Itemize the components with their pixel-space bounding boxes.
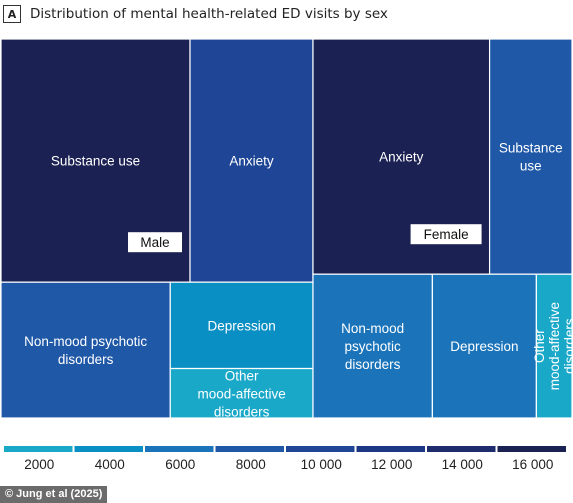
cell-female-substance-use: Substance use xyxy=(488,38,573,275)
cell-rect xyxy=(169,367,314,419)
cell-rect xyxy=(535,273,573,419)
colorbar-tick-label: 4000 xyxy=(95,457,125,472)
colorbar-tick-label: 12 000 xyxy=(371,457,412,472)
cell-female-non-mood-psychotic-disorders: Non-mood psychotic disorders xyxy=(312,273,433,419)
treemap-chart: Substance use Anxiety Non-mood psychotic di… xyxy=(0,38,573,472)
colorbar: 2000 4000 6000 8000 10 000 12 000 14 000 16 000 xyxy=(4,446,566,472)
cell-rect xyxy=(431,273,537,419)
colorbar-tick-label: 2000 xyxy=(24,457,54,472)
colorbar-tick-label: 10 000 xyxy=(301,457,342,472)
svg-text:Female: Female xyxy=(424,227,469,242)
cell-rect xyxy=(0,281,171,419)
chart-header: A Distribution of mental health-related … xyxy=(3,3,388,25)
colorbar-segment xyxy=(286,446,355,452)
cell-male-anxiety: Anxiety xyxy=(189,38,314,283)
colorbar-tick-label: 6000 xyxy=(165,457,195,472)
colorbar-segment xyxy=(427,446,496,452)
colorbar-segment xyxy=(74,446,143,452)
cell-rect xyxy=(312,273,433,419)
credit-label: © Jung et al (2025) xyxy=(0,486,108,503)
cell-female-other-mood-affective-disorders: Othermood-affectivedisorders xyxy=(532,273,573,419)
cell-female-depression: Depression xyxy=(431,273,537,419)
cell-male-non-mood-psychotic-disorders: Non-mood psychotic disorders xyxy=(0,281,171,419)
colorbar-segment xyxy=(145,446,214,452)
group-label-female: Female xyxy=(410,224,482,245)
colorbar-segment xyxy=(4,446,73,452)
colorbar-segment xyxy=(356,446,425,452)
cell-male-depression: Depression xyxy=(169,281,314,370)
cell-label: Non-mood psychotic disorders xyxy=(24,334,147,367)
cell-label: Othermood-affectivedisorders xyxy=(532,302,573,390)
colorbar-segment xyxy=(215,446,284,452)
cell-label: Anxiety xyxy=(229,154,274,169)
colorbar-tick-label: 8000 xyxy=(236,457,266,472)
svg-text:Male: Male xyxy=(140,235,169,250)
cell-label: Substance use xyxy=(51,154,140,169)
cell-label: Substance use xyxy=(499,141,563,174)
cell-label: Depression xyxy=(207,318,275,333)
cell-male-other-mood-affective-disorders: Other mood-affective disorders xyxy=(169,367,314,419)
cell-label: Anxiety xyxy=(379,150,424,165)
chart-title: Distribution of mental health-related ED… xyxy=(30,6,388,22)
group-label-male: Male xyxy=(128,232,183,253)
cell-rect xyxy=(488,38,573,275)
colorbar-tick-label: 16 000 xyxy=(512,457,553,472)
cell-label: Non-mood psychotic disorders xyxy=(341,321,404,372)
colorbar-tick-label: 14 000 xyxy=(442,457,483,472)
panel-letter: A xyxy=(3,5,21,23)
cell-label: Depression xyxy=(450,339,518,354)
colorbar-segment xyxy=(497,446,566,452)
cell-rect xyxy=(169,281,314,370)
